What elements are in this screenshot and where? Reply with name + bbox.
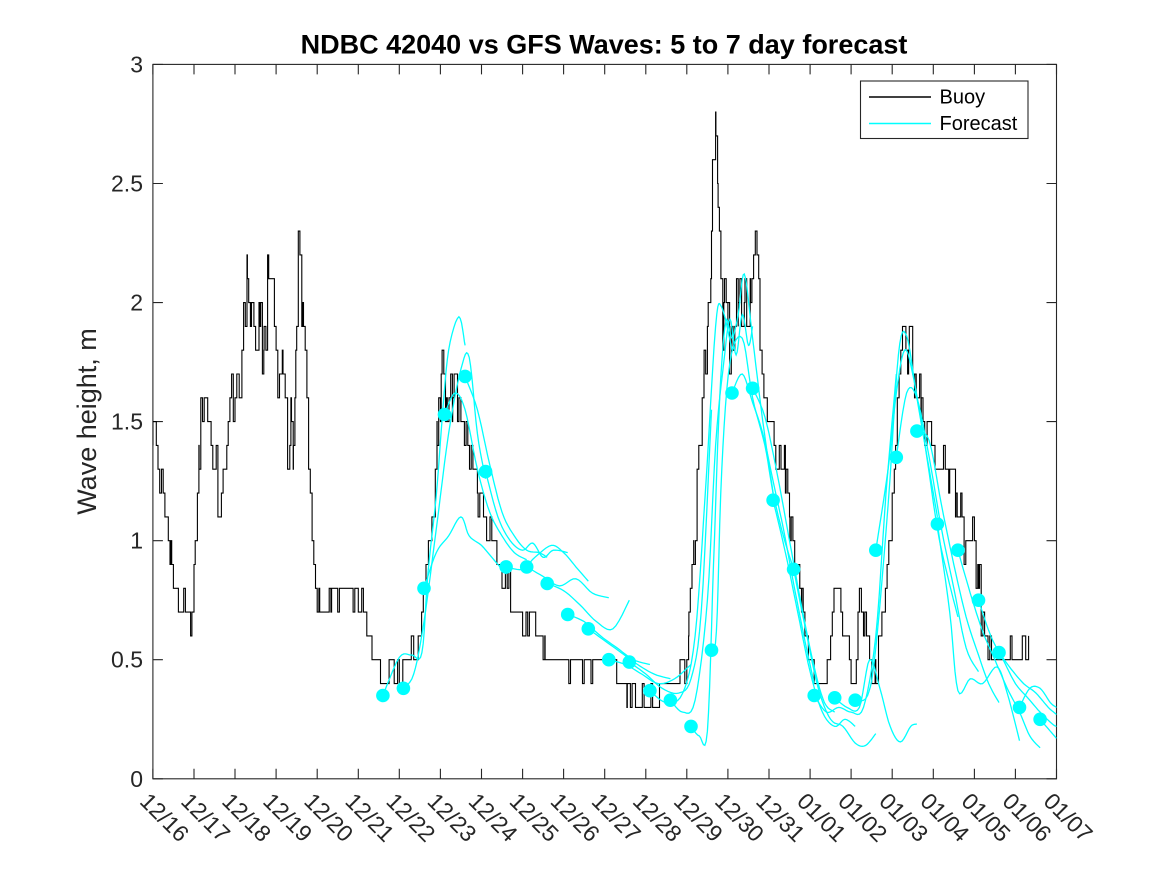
svg-text:Buoy: Buoy	[940, 87, 986, 109]
svg-text:Wave height, m: Wave height, m	[72, 328, 102, 515]
svg-text:Forecast: Forecast	[940, 113, 1018, 135]
svg-text:1: 1	[130, 528, 143, 554]
svg-text:0: 0	[130, 766, 143, 792]
svg-text:NDBC 42040 vs GFS Waves: 5 to: NDBC 42040 vs GFS Waves: 5 to 7 day fore…	[301, 30, 908, 60]
svg-text:2.5: 2.5	[111, 171, 143, 197]
svg-text:1.5: 1.5	[111, 409, 143, 435]
svg-text:3: 3	[130, 51, 143, 77]
svg-text:2: 2	[130, 290, 143, 316]
svg-text:0.5: 0.5	[111, 647, 143, 673]
